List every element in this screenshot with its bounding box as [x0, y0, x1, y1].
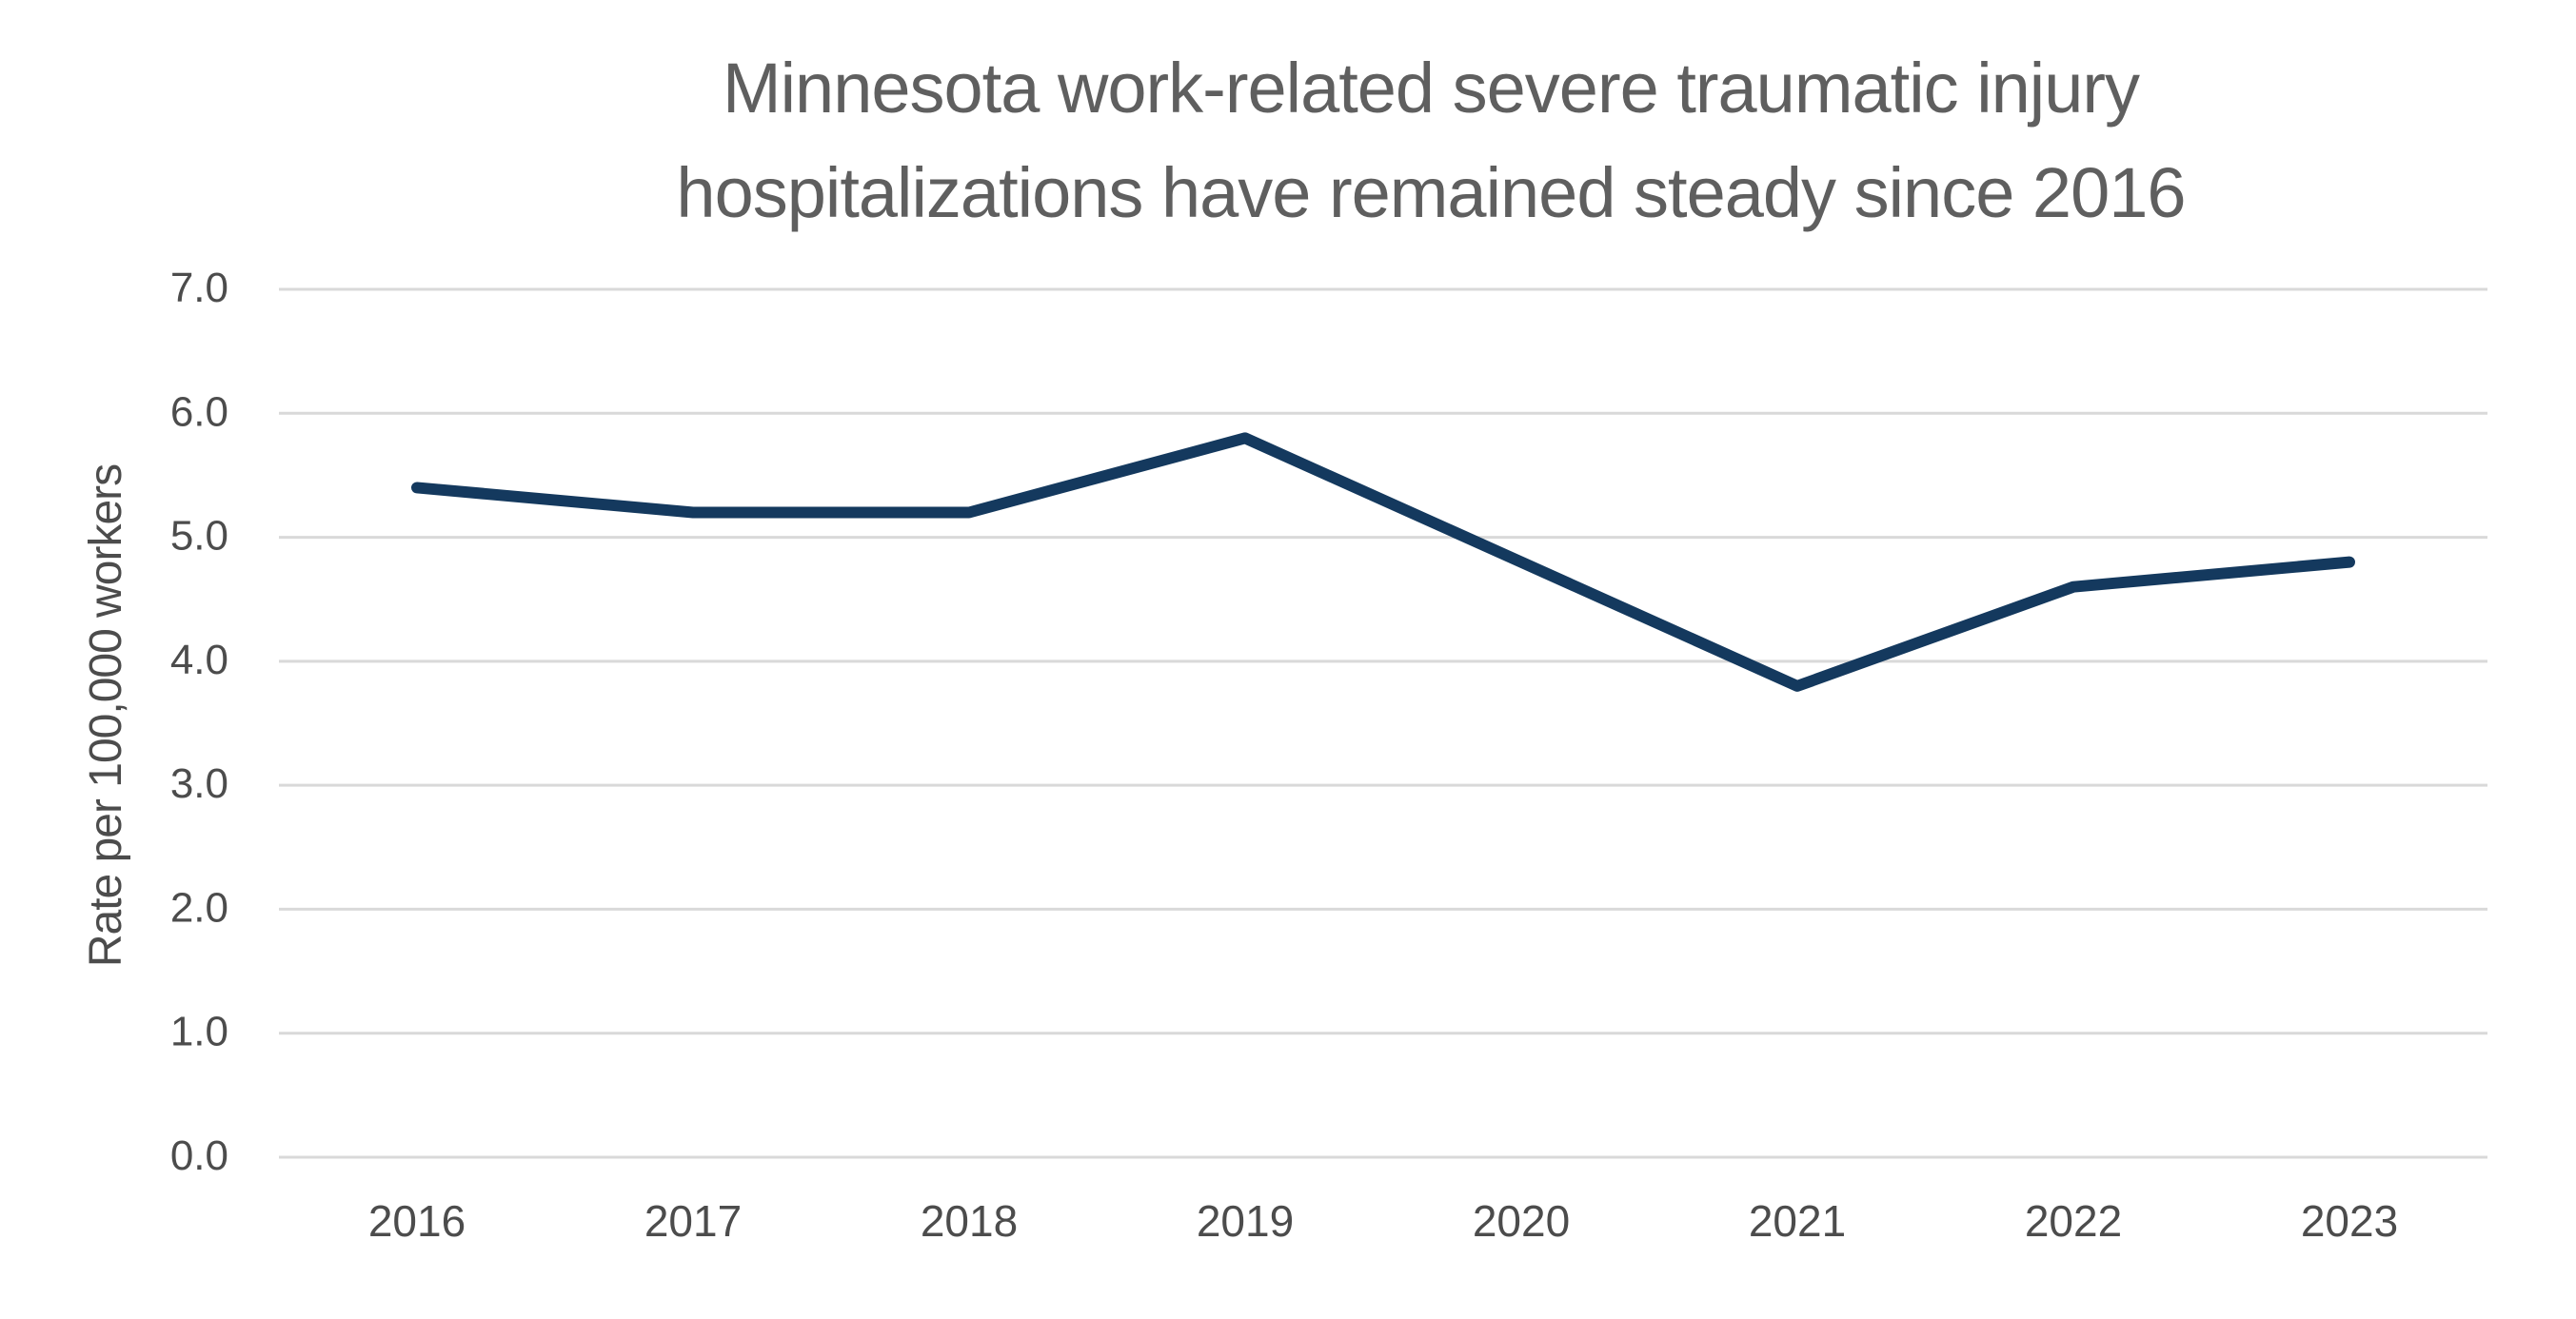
- y-tick-label: 3.0: [170, 760, 228, 807]
- data-line: [411, 432, 2355, 692]
- y-tick-label: 2.0: [170, 884, 228, 931]
- y-tick-label: 4.0: [170, 637, 228, 683]
- x-tick-label: 2016: [368, 1196, 466, 1246]
- y-tick-label: 7.0: [170, 265, 228, 311]
- y-tick-label: 6.0: [170, 388, 228, 435]
- chart-title-line-1: Minnesota work-related severe traumatic …: [722, 49, 2140, 128]
- y-tick-label: 1.0: [170, 1009, 228, 1055]
- y-tick-label: 0.0: [170, 1132, 228, 1179]
- x-tick-label: 2017: [644, 1196, 742, 1246]
- chart-title: Minnesota work-related severe traumatic …: [286, 36, 2576, 246]
- x-tick-label: 2018: [921, 1196, 1018, 1246]
- x-tick-label: 2019: [1197, 1196, 1294, 1246]
- chart-title-line-2: hospitalizations have remained steady si…: [676, 153, 2186, 232]
- x-tick-label: 2022: [2025, 1196, 2122, 1246]
- x-tick-label: 2021: [1749, 1196, 1846, 1246]
- x-tick-label: 2020: [1473, 1196, 1570, 1246]
- y-tick-label: 5.0: [170, 513, 228, 560]
- x-tick-label: 2023: [2301, 1196, 2398, 1246]
